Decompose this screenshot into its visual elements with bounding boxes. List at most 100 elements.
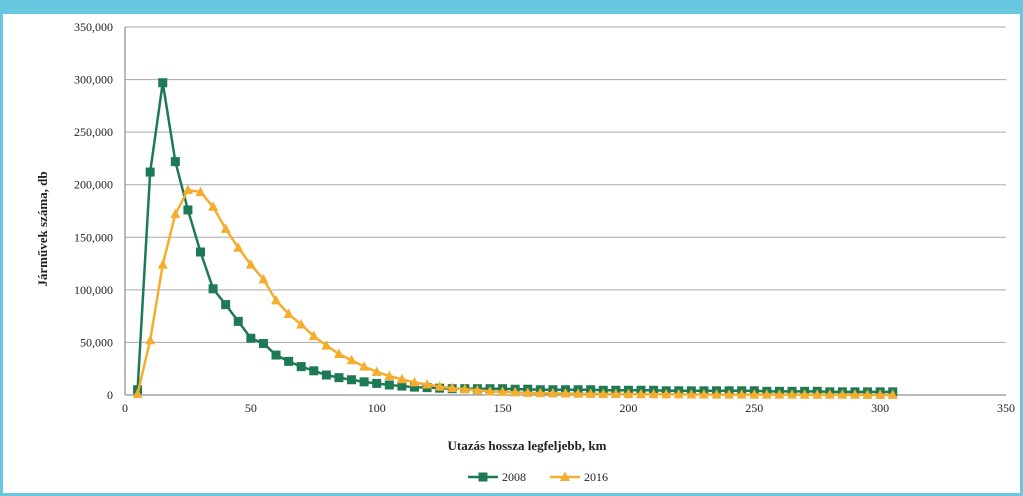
data-point-2016 bbox=[887, 389, 898, 399]
y-tick-label: 50,000 bbox=[80, 335, 113, 349]
data-point-2008 bbox=[384, 380, 394, 390]
gridlines bbox=[125, 26, 1006, 343]
data-point-2008 bbox=[145, 167, 155, 177]
legend-label-2016: 2016 bbox=[584, 470, 608, 484]
data-point-2016 bbox=[799, 389, 810, 399]
data-point-2016 bbox=[308, 330, 319, 341]
data-point-2016 bbox=[459, 383, 470, 394]
data-point-2008 bbox=[321, 370, 331, 380]
data-point-2016 bbox=[170, 208, 181, 219]
data-point-2016 bbox=[837, 389, 848, 399]
data-point-2016 bbox=[673, 388, 684, 399]
data-point-2008 bbox=[372, 378, 382, 388]
data-point-2008 bbox=[170, 157, 180, 167]
data-point-2016 bbox=[132, 388, 143, 398]
data-point-2016 bbox=[510, 386, 521, 397]
data-point-2008 bbox=[183, 205, 193, 215]
data-point-2016 bbox=[157, 259, 168, 269]
data-point-2016 bbox=[359, 361, 370, 371]
data-point-2016 bbox=[585, 388, 596, 398]
data-point-2016 bbox=[862, 389, 873, 399]
data-point-2016 bbox=[522, 387, 533, 397]
data-point-2016 bbox=[484, 385, 495, 396]
data-point-2008 bbox=[246, 333, 256, 343]
data-point-2016 bbox=[849, 389, 860, 399]
data-point-2016 bbox=[535, 387, 546, 398]
series-line-2016 bbox=[136, 188, 893, 397]
data-point-2016 bbox=[749, 389, 760, 399]
data-point-2016 bbox=[787, 389, 798, 399]
data-point-2016 bbox=[296, 319, 307, 329]
data-point-2016 bbox=[573, 388, 584, 398]
x-tick-label: 350 bbox=[997, 401, 1015, 415]
data-point-2008 bbox=[233, 316, 243, 326]
data-point-2016 bbox=[598, 388, 609, 398]
data-point-2016 bbox=[195, 186, 206, 197]
data-point-2016 bbox=[371, 366, 382, 376]
x-tick-label: 100 bbox=[368, 401, 386, 415]
line-chart: 0 50,000 100,000 150,000 200,000 250,000 300,0… bbox=[35, 20, 1015, 484]
data-point-2008 bbox=[397, 381, 407, 391]
data-point-2008 bbox=[158, 78, 168, 88]
data-point-2016 bbox=[271, 294, 282, 305]
x-tick-label: 50 bbox=[245, 401, 257, 415]
data-point-2008 bbox=[258, 338, 268, 348]
series-layer bbox=[132, 78, 898, 399]
data-point-2016 bbox=[636, 388, 647, 399]
data-point-2016 bbox=[648, 388, 659, 399]
data-point-2016 bbox=[711, 389, 722, 399]
data-point-2008 bbox=[221, 300, 231, 310]
data-point-2016 bbox=[409, 376, 420, 387]
x-tick-label: 0 bbox=[122, 401, 128, 415]
x-tick-label: 250 bbox=[745, 401, 763, 415]
data-point-2016 bbox=[245, 259, 256, 269]
data-point-2016 bbox=[560, 388, 571, 398]
legend-marker-2016 bbox=[560, 471, 570, 481]
data-point-2016 bbox=[686, 388, 697, 399]
axes: 0 50,000 100,000 150,000 200,000 250,000 300,0… bbox=[74, 20, 1015, 415]
data-point-2016 bbox=[182, 184, 193, 194]
data-point-2016 bbox=[384, 370, 395, 381]
data-point-2008 bbox=[284, 356, 294, 366]
data-point-2016 bbox=[422, 378, 433, 389]
data-point-2008 bbox=[359, 377, 369, 387]
data-point-2008 bbox=[296, 362, 306, 372]
data-point-2016 bbox=[145, 334, 156, 345]
x-tick-label: 300 bbox=[871, 401, 889, 415]
x-tick-label: 200 bbox=[619, 401, 637, 415]
data-point-2008 bbox=[196, 247, 206, 257]
data-point-2016 bbox=[346, 354, 357, 365]
data-point-2008 bbox=[334, 373, 344, 383]
data-point-2016 bbox=[824, 389, 835, 399]
data-point-2016 bbox=[333, 348, 344, 358]
data-point-2016 bbox=[736, 389, 747, 399]
data-point-2016 bbox=[724, 389, 735, 399]
y-tick-label: 250,000 bbox=[74, 125, 113, 139]
data-point-2016 bbox=[220, 223, 231, 233]
y-tick-label: 200,000 bbox=[74, 178, 113, 192]
y-tick-label: 350,000 bbox=[74, 20, 113, 34]
y-axis-title: Járművek száma, db bbox=[35, 171, 50, 286]
legend: 2008 2016 bbox=[468, 470, 608, 484]
data-point-2016 bbox=[623, 388, 634, 399]
legend-label-2008: 2008 bbox=[502, 470, 526, 484]
y-tick-label: 150,000 bbox=[74, 230, 113, 244]
legend-marker-2008 bbox=[478, 472, 488, 482]
data-point-2016 bbox=[698, 388, 709, 399]
data-point-2016 bbox=[396, 373, 407, 384]
data-point-2016 bbox=[447, 382, 458, 393]
data-point-2016 bbox=[233, 242, 244, 252]
data-point-2016 bbox=[208, 201, 219, 211]
data-point-2008 bbox=[271, 350, 281, 360]
data-point-2016 bbox=[812, 389, 823, 399]
data-point-2016 bbox=[661, 388, 672, 399]
data-point-2016 bbox=[321, 340, 332, 350]
y-tick-label: 0 bbox=[107, 388, 113, 402]
data-point-2008 bbox=[309, 366, 319, 376]
data-point-2016 bbox=[547, 387, 558, 398]
data-point-2008 bbox=[347, 375, 357, 385]
data-point-2016 bbox=[434, 381, 445, 391]
data-point-2008 bbox=[208, 284, 218, 294]
y-tick-label: 300,000 bbox=[74, 73, 113, 87]
